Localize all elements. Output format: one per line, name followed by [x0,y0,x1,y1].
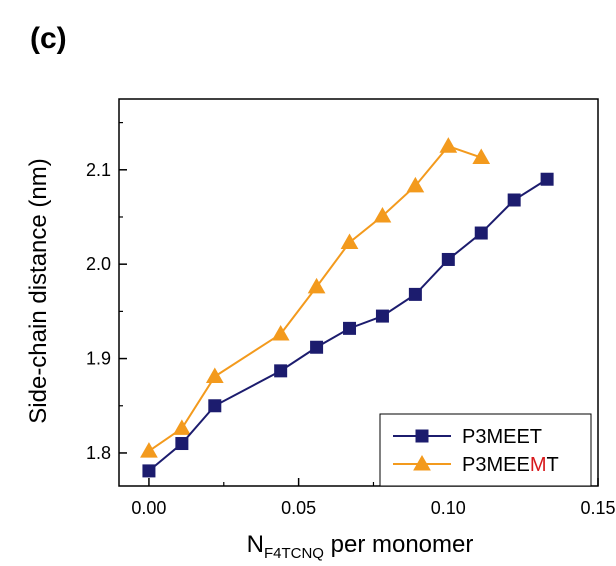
data-point-p3meet [375,309,389,323]
data-point-p3meemt [439,137,458,153]
x-axis-title-subscript: F4TCNQ [264,545,324,562]
y-axis-title: Side-chain distance (nm) [25,158,52,423]
data-point-p3meet [540,172,554,186]
legend-box [379,413,592,487]
x-tick-label: 0.15 [580,498,615,518]
legend-marker-p3meet [415,429,429,443]
series-p3meet [142,172,554,478]
y-tick-label: 2.0 [86,254,111,274]
panel-label: (c) [30,22,67,55]
data-point-p3meet [208,399,222,413]
data-point-p3meemt [307,277,326,294]
legend-label-part: M [530,454,547,476]
data-point-p3meemt [173,419,191,435]
data-point-p3meet [274,364,288,378]
series-p3meemt [140,137,491,458]
x-axis-title-main: N [247,531,264,558]
y-tick-label: 1.8 [86,443,111,463]
data-point-p3meet [343,321,357,335]
data-point-p3meemt [373,207,392,223]
data-point-p3meet [474,226,488,240]
plot-frame [118,98,599,487]
data-point-p3meet [441,252,455,266]
legend-label-p3meemt: P3MEEMT [462,454,559,476]
data-point-p3meemt [140,442,158,458]
axis-ticks: 0.00 0.05 0.10 0.15 1.8 1.9 2.0 2.1 [86,121,616,518]
x-tick-label: 0.10 [431,498,466,518]
data-point-p3meemt [271,325,290,341]
x-tick-label: 0.05 [281,498,316,518]
data-point-p3meemt [472,148,491,165]
series-layer [140,137,554,478]
legend-marker-p3meemt [413,454,431,471]
legend-label-part: T [546,454,558,476]
y-tick-label: 1.9 [86,349,111,369]
data-point-p3meemt [340,233,359,249]
legend-label-part: P3MEET [462,426,542,448]
x-axis-title-suffix: per monomer [324,531,473,558]
data-point-p3meet [507,193,521,207]
legend-label-part: P3MEE [462,454,530,476]
series-line-p3meemt [148,145,482,452]
x-tick-label: 0.00 [131,498,166,518]
data-point-p3meet [175,437,189,451]
data-point-p3meemt [205,367,224,384]
data-point-p3meemt [406,176,425,193]
x-axis-title: NF4TCNQ per monomer [247,531,474,562]
legend-label-p3meet: P3MEET [462,426,542,448]
y-tick-label: 2.1 [86,160,111,180]
data-point-p3meet [310,340,324,354]
data-point-p3meet [142,464,156,478]
data-point-p3meet [408,287,422,301]
